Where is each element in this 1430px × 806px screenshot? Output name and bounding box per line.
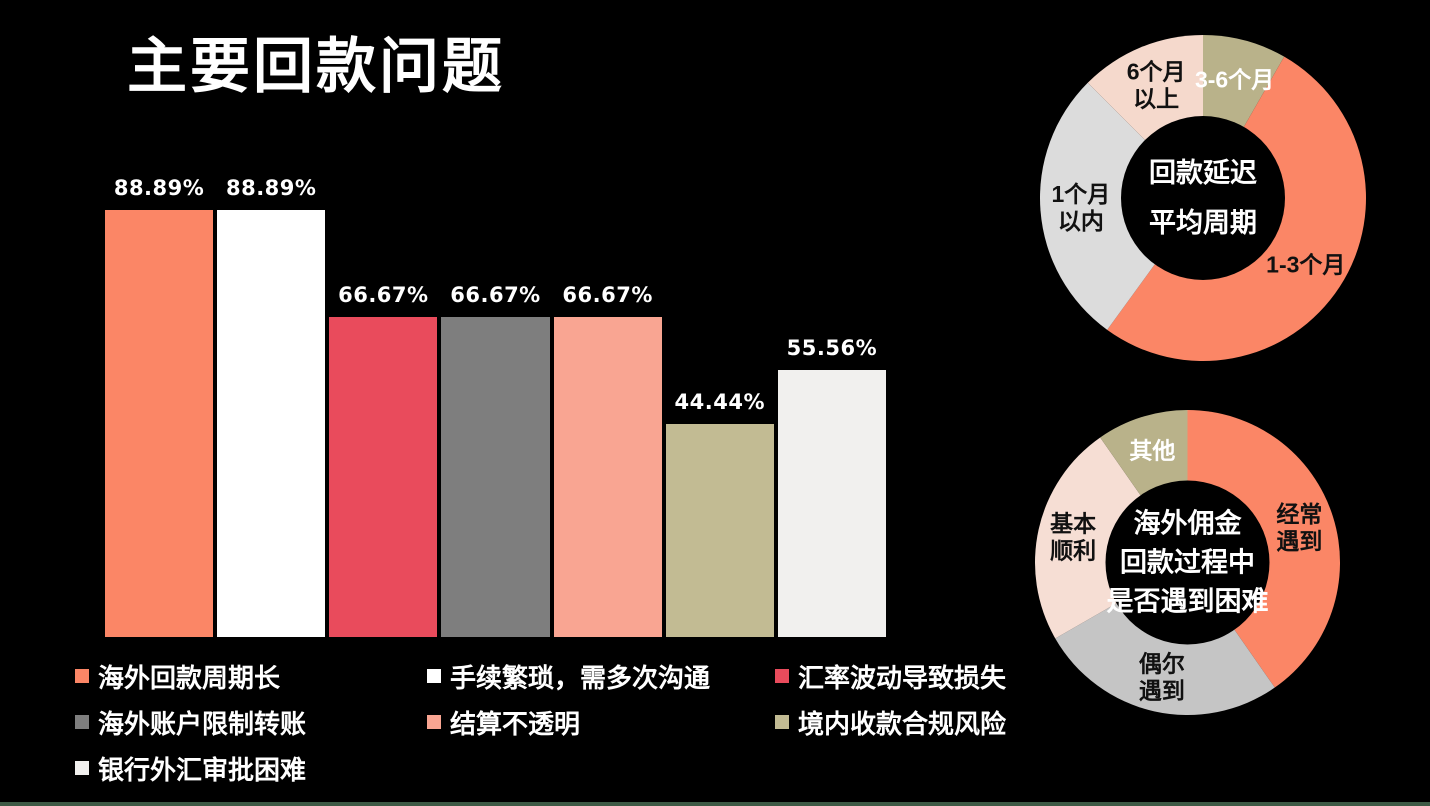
legend-item: 结算不透明 <box>427 707 775 739</box>
donut-center-hole <box>1121 116 1285 280</box>
legend-item: 手续繁琐，需多次沟通 <box>427 661 775 693</box>
legend-label: 汇率波动导致损失 <box>798 662 1007 693</box>
donut-segment-label: 1个月以内 <box>1051 181 1110 234</box>
legend-label: 海外账户限制转账 <box>98 708 307 739</box>
donut-center-label: 海外佣金回款过程中是否遇到困难 <box>1107 508 1269 617</box>
legend-label: 银行外汇审批困难 <box>98 754 307 785</box>
legend-marker <box>75 761 89 775</box>
legend-marker <box>427 669 441 683</box>
bar-value-label: 88.89% <box>225 176 317 201</box>
legend-marker <box>775 715 789 729</box>
bar-column: 66.67% <box>441 157 550 637</box>
bar-value-label: 44.44% <box>674 389 765 414</box>
bar-value-label: 55.56% <box>786 336 878 361</box>
legend-label: 境内收款合规风险 <box>798 708 1007 739</box>
bar-chart: 88.89% 88.89% 66.67% 66.67% 66.67% 44.44% 55.5… <box>105 157 886 637</box>
bar <box>441 316 550 637</box>
slide-title: 主要回款问题 <box>127 33 505 100</box>
bar <box>329 316 438 637</box>
donut-segment-label: 1-3个月 <box>1266 252 1345 278</box>
legend-label: 海外回款周期长 <box>98 662 281 693</box>
bar-chart-legend: 海外回款周期长 手续繁琐，需多次沟通 汇率波动导致损失海外账户限制转账 结算不透明 境内… <box>75 661 1075 785</box>
donut-segment-label: 基本顺利 <box>1050 510 1096 563</box>
bar <box>105 210 214 637</box>
bar-value-label: 66.67% <box>450 282 541 307</box>
legend-item: 汇率波动导致损失 <box>775 661 1075 693</box>
donut-segment-label: 其他 <box>1129 438 1175 464</box>
bar-column: 88.89% <box>105 157 214 637</box>
footer-accent-bar <box>0 802 1430 806</box>
bar <box>217 210 326 637</box>
bar <box>553 316 662 637</box>
legend-item: 海外回款周期长 <box>75 661 427 693</box>
legend-marker <box>427 715 441 729</box>
bar-column: 66.67% <box>329 157 438 637</box>
legend-marker <box>775 669 789 683</box>
legend-item: 银行外汇审批困难 <box>75 753 427 785</box>
donut-segment-label: 经常遇到 <box>1276 501 1322 554</box>
legend-label: 手续繁琐，需多次沟通 <box>450 662 711 693</box>
legend-marker <box>75 715 89 729</box>
legend-label: 结算不透明 <box>450 708 581 739</box>
legend-marker <box>75 669 89 683</box>
bar-value-label: 66.67% <box>562 282 653 307</box>
donut-segment-label: 3-6个月 <box>1195 67 1274 93</box>
legend-item: 境内收款合规风险 <box>775 707 1075 739</box>
donut-segment-label: 偶尔遇到 <box>1139 650 1185 703</box>
donut-segment-label: 6个月以上 <box>1127 58 1186 111</box>
bar-column: 55.56% <box>777 157 886 637</box>
donut-center-label: 回款延迟平均周期 <box>1149 158 1257 238</box>
bar-column: 66.67% <box>553 157 662 637</box>
bar <box>665 423 774 637</box>
bar-value-label: 66.67% <box>338 282 429 307</box>
bar-value-label: 88.89% <box>113 176 205 201</box>
bar-column: 44.44% <box>665 157 774 637</box>
donut-center-hole <box>1105 480 1270 645</box>
legend-item: 海外账户限制转账 <box>75 707 427 739</box>
bar <box>777 370 886 637</box>
bar-column: 88.89% <box>217 157 326 637</box>
